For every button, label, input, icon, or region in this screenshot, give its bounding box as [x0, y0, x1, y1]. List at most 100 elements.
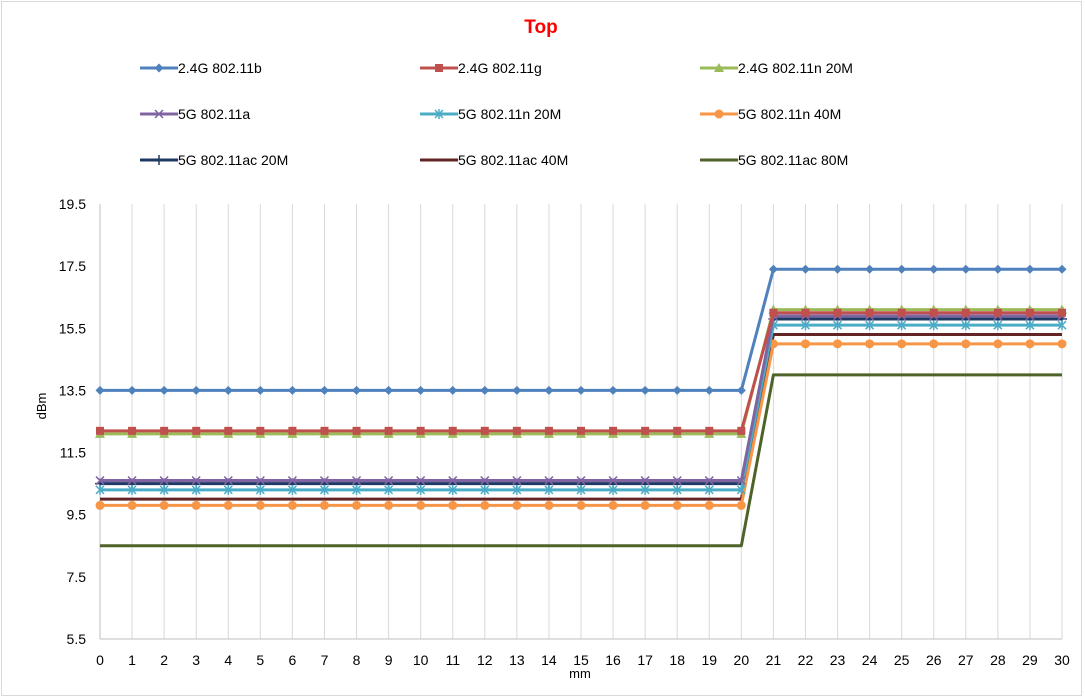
legend-marker [714, 63, 724, 72]
data-point [608, 385, 618, 395]
x-tick-label: 27 [958, 652, 974, 668]
data-point [737, 426, 746, 435]
data-point [480, 426, 489, 435]
data-point [704, 484, 714, 495]
data-point [833, 308, 842, 317]
data-point [352, 484, 362, 495]
legend-marker [154, 109, 164, 119]
data-point [159, 500, 169, 510]
data-point [704, 500, 714, 510]
data-point [961, 308, 970, 317]
x-tick-label: 1 [128, 652, 136, 668]
x-tick-label: 25 [894, 652, 910, 668]
data-point [287, 484, 297, 495]
data-point [993, 308, 1002, 317]
data-point [352, 476, 362, 486]
data-point [768, 264, 778, 274]
data-point [127, 500, 137, 510]
data-point [1057, 339, 1067, 349]
data-point [384, 385, 394, 395]
x-tick-label: 13 [509, 652, 525, 668]
data-point [480, 476, 490, 486]
data-point [544, 426, 553, 435]
data-point [191, 385, 201, 395]
legend-entry: 2.4G 802.11n 20M [700, 60, 853, 76]
data-point [576, 484, 586, 495]
data-point [192, 426, 201, 435]
legend-label: 5G 802.11n 40M [738, 106, 841, 122]
data-point [480, 385, 490, 395]
data-point [993, 339, 1003, 349]
series-line [100, 373, 1062, 548]
series-line [100, 333, 1062, 501]
data-point [384, 426, 393, 435]
x-tick-label: 26 [926, 652, 942, 668]
data-point [640, 476, 650, 486]
data-point [127, 476, 137, 486]
x-tick-label: 24 [862, 652, 878, 668]
data-point [95, 385, 105, 395]
data-point [897, 264, 907, 274]
data-point [224, 426, 233, 435]
data-point [929, 320, 939, 331]
data-point [416, 484, 426, 495]
data-point [512, 385, 522, 395]
y-tick-label: 17.5 [59, 258, 86, 274]
legend-label: 2.4G 802.11g [458, 60, 542, 76]
data-point [736, 484, 746, 495]
x-tick-label: 14 [541, 652, 557, 668]
x-tick-label: 8 [353, 652, 361, 668]
data-point [255, 484, 265, 495]
x-tick-label: 0 [96, 652, 104, 668]
data-point [576, 500, 586, 510]
data-point [833, 339, 843, 349]
data-point [1025, 264, 1035, 274]
data-point [255, 500, 265, 510]
data-point [480, 484, 490, 495]
data-point [95, 484, 105, 495]
data-point [255, 476, 265, 486]
legend-label: 5G 802.11ac 20M [178, 152, 288, 168]
data-point [384, 484, 394, 495]
data-point [609, 426, 618, 435]
data-point [736, 500, 746, 510]
data-point [576, 476, 586, 486]
data-point [384, 500, 394, 510]
data-point [96, 426, 104, 435]
data-point [1025, 320, 1035, 331]
data-point [1025, 339, 1035, 349]
x-tick-label: 20 [734, 652, 750, 668]
x-tick-label: 4 [224, 652, 232, 668]
y-tick-label: 15.5 [59, 320, 86, 336]
data-point [800, 264, 810, 274]
legend-entry: 5G 802.11ac 40M [420, 152, 568, 168]
x-tick-label: 21 [766, 652, 782, 668]
legend-label: 5G 802.11ac 40M [458, 152, 568, 168]
data-point [223, 484, 233, 495]
x-tick-label: 17 [637, 652, 653, 668]
data-point [993, 320, 1003, 331]
x-axis-label: mm [569, 666, 591, 681]
x-tick-label: 15 [573, 652, 589, 668]
data-point [640, 385, 650, 395]
data-point [897, 308, 906, 317]
data-point [897, 339, 907, 349]
data-point [127, 385, 137, 395]
data-point [993, 264, 1003, 274]
data-point [448, 385, 458, 395]
data-point [287, 476, 297, 486]
data-point [1057, 264, 1067, 274]
data-point [352, 426, 361, 435]
x-tick-label: 10 [413, 652, 429, 668]
legend-entry: 2.4G 802.11g [420, 60, 542, 76]
x-tick-label: 3 [192, 652, 200, 668]
legend-entry: 5G 802.11n 40M [700, 106, 841, 122]
data-point [352, 500, 362, 510]
y-tick-label: 13.5 [59, 382, 86, 398]
x-tick-label: 30 [1054, 652, 1070, 668]
data-point [480, 500, 490, 510]
data-point [801, 308, 810, 317]
data-point [223, 476, 233, 486]
data-point [512, 500, 522, 510]
